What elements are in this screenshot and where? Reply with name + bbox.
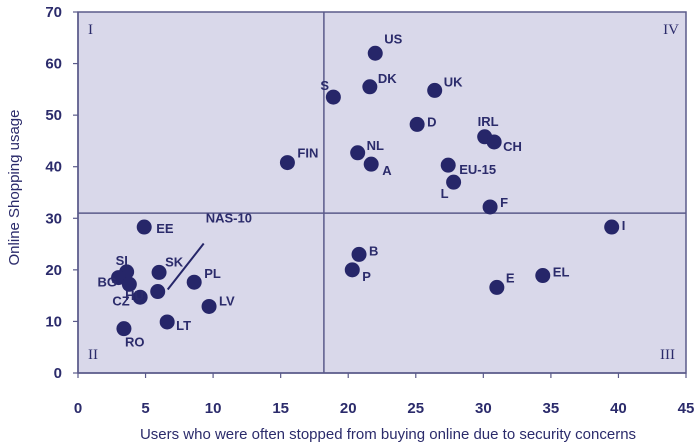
y-tick-label: 0 (54, 365, 62, 382)
y-tick-label: 40 (45, 159, 62, 176)
point-label-si: SI (116, 253, 128, 268)
point-label-uk: UK (444, 74, 463, 89)
point-label-b: B (369, 243, 378, 258)
point-b (351, 246, 367, 262)
point-lt (159, 314, 175, 330)
point-label-l: L (441, 186, 449, 201)
point-e (489, 279, 505, 295)
y-tick-label: 20 (45, 262, 62, 279)
point-label-nl: NL (367, 138, 384, 153)
y-tick-label: 50 (45, 107, 62, 124)
point-label-us: US (384, 31, 402, 46)
point-hu (132, 289, 148, 305)
data-points: US S DK UK D IRL CH NL A FIN EU-15 L F I EE BP EL E SI BG CZ… (98, 31, 626, 349)
point-label-el: EL (553, 265, 570, 280)
y-axis-label: Online Shopping usage (6, 110, 23, 266)
point-label-s: S (320, 78, 329, 93)
x-tick-label: 45 (678, 400, 695, 417)
point-label-fin: FIN (297, 146, 318, 161)
point-pl (186, 274, 202, 290)
point-cz (121, 276, 137, 292)
point-bg (111, 270, 127, 286)
point-eu-15 (440, 157, 456, 173)
point-label-a: A (382, 163, 392, 178)
x-tick-label: 30 (475, 400, 492, 417)
point-label-i: I (622, 218, 626, 233)
x-axis-ticks: 0 5 10 15 20 25 30 35 40 45 (74, 373, 695, 417)
point-label-sk: SK (165, 254, 184, 269)
point-label-p: P (362, 269, 371, 284)
point-label-pl: PL (204, 266, 221, 281)
x-axis-label: Users who were often stopped from buying… (140, 426, 636, 443)
x-tick-label: 10 (205, 400, 222, 417)
quadrant-label-i: I (88, 22, 93, 38)
point-el (535, 268, 551, 284)
point-dk (362, 79, 378, 95)
y-tick-label: 60 (45, 56, 62, 73)
point-label-ee: EE (156, 221, 174, 236)
point-label-nas-10: NAS-10 (206, 211, 252, 226)
point-lv (201, 298, 217, 314)
point-label-hu: HU (125, 288, 144, 303)
quadrant-labels: I IV II III (88, 22, 679, 363)
point-uk (427, 82, 443, 98)
quadrant-label-ii: II (88, 347, 98, 363)
point-label-eu-15: EU-15 (459, 162, 496, 177)
point-ee (136, 219, 152, 235)
y-tick-label: 30 (45, 210, 62, 227)
point-i (604, 219, 620, 235)
quadrant-dividers (78, 12, 686, 373)
point-label-ro: RO (125, 335, 145, 350)
point-ch (486, 134, 502, 150)
point-p (344, 262, 360, 278)
point-d (409, 116, 425, 132)
plot-area (77, 11, 687, 374)
point-label-lv: LV (219, 293, 235, 308)
point-f (482, 199, 498, 215)
x-tick-label: 0 (74, 400, 82, 417)
point-ro (116, 321, 132, 337)
point-label-lt: LT (176, 318, 191, 333)
x-tick-label: 20 (340, 400, 357, 417)
x-tick-label: 35 (543, 400, 560, 417)
point-a (363, 156, 379, 172)
nas-10-leader-line (166, 242, 205, 291)
y-tick-label: 70 (45, 4, 62, 21)
point-label-irl: IRL (478, 114, 499, 129)
quadrant-label-iii: III (660, 347, 675, 363)
point-label-e: E (506, 270, 515, 285)
point-s (325, 89, 341, 105)
point-l (446, 174, 462, 190)
point-label-dk: DK (378, 71, 397, 86)
point-sk (151, 264, 167, 280)
x-tick-label: 15 (272, 400, 289, 417)
x-tick-label: 25 (407, 400, 424, 417)
point-label-bg: BG (98, 275, 118, 290)
x-tick-label: 40 (610, 400, 627, 417)
point-label-f: F (500, 195, 508, 210)
point-nas-10 (150, 284, 166, 300)
y-tick-label: 10 (45, 313, 62, 330)
point-label-d: D (427, 114, 436, 129)
point-us (367, 45, 383, 61)
quadrant-label-iv: IV (663, 22, 679, 38)
x-tick-label: 5 (141, 400, 149, 417)
point-label-cz: CZ (112, 293, 129, 308)
point-fin (279, 155, 295, 171)
point-label-ch: CH (503, 139, 522, 154)
axes (77, 12, 686, 374)
y-axis-ticks: 0 10 20 30 40 50 60 70 (45, 4, 78, 382)
point-nl (350, 145, 366, 161)
